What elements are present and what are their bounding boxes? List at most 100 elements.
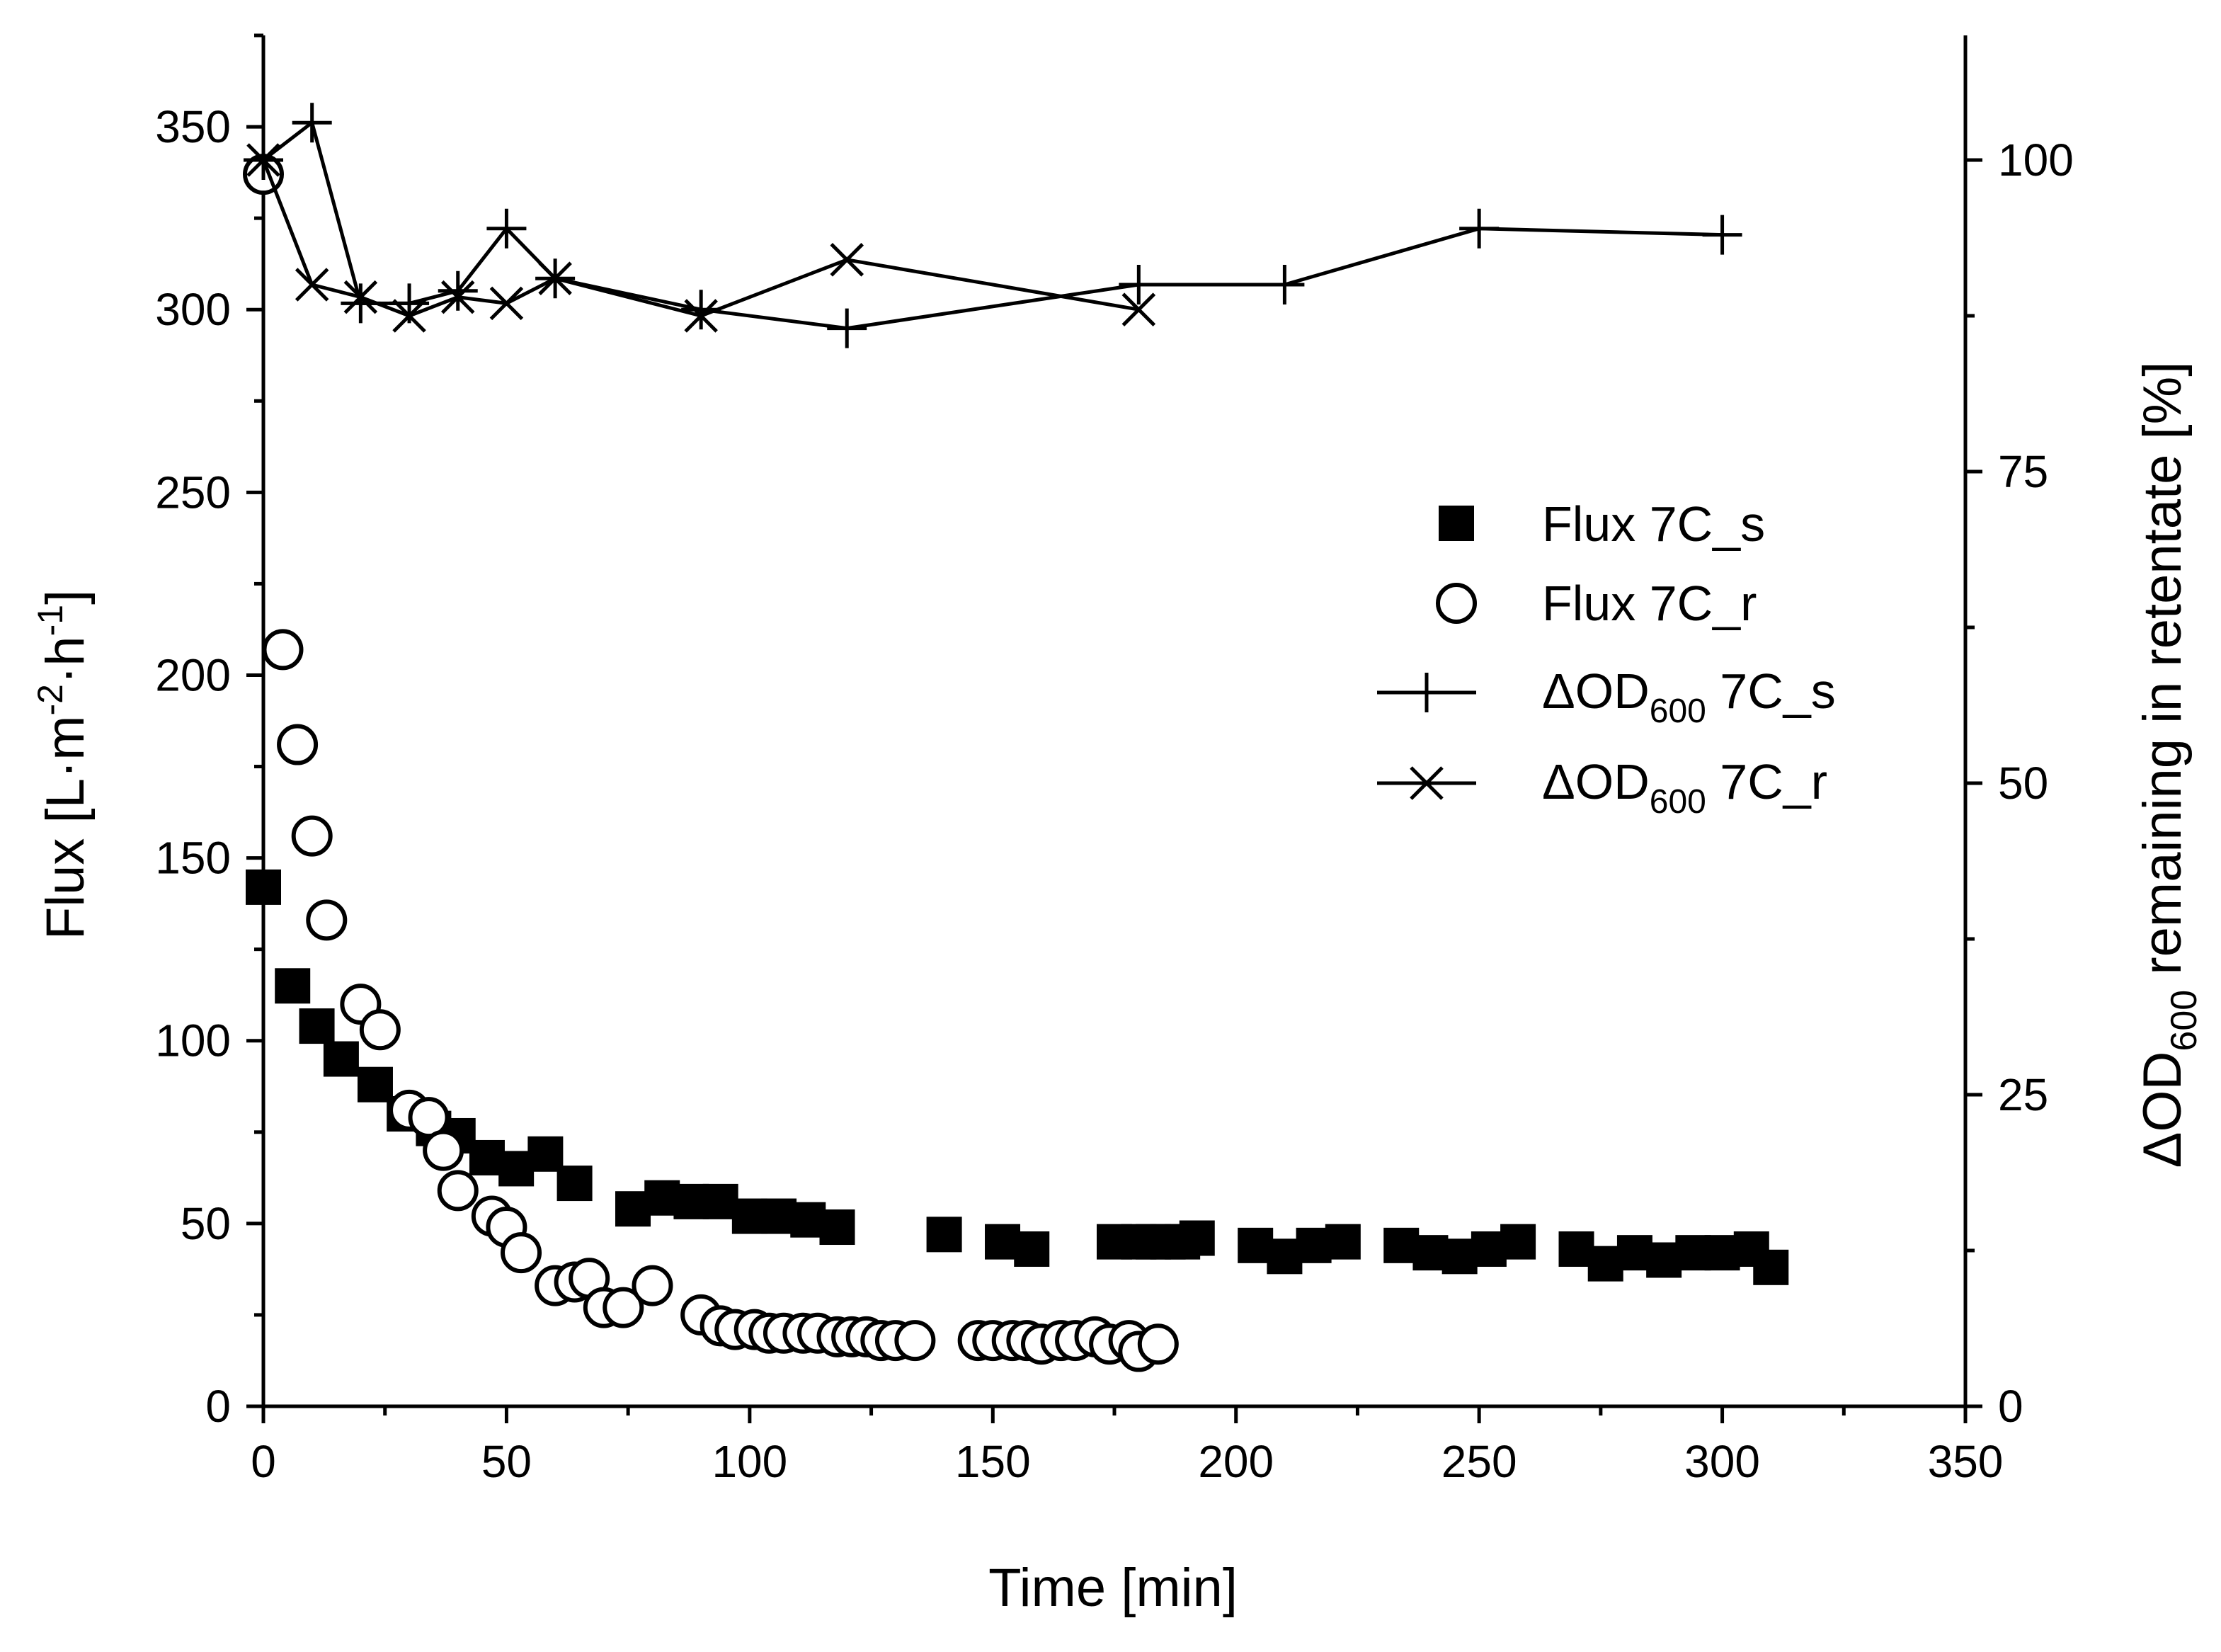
data-point-square xyxy=(1500,1224,1536,1260)
x-tick-label: 100 xyxy=(712,1436,787,1487)
data-point-plus xyxy=(486,208,527,249)
data-point-cross xyxy=(538,261,572,295)
data-point-plus xyxy=(438,270,478,311)
data-point-circle xyxy=(359,1009,401,1051)
y2-axis-title: ΔOD600 remaining in retentate [%] xyxy=(2132,362,2205,1168)
legend-label-od-r-post: 7C_r xyxy=(1706,754,1827,809)
series-od_r xyxy=(246,143,1156,333)
y-axis-title: Flux [L·m-2·h-1] xyxy=(30,590,96,940)
data-point-square xyxy=(1325,1224,1361,1260)
data-point-circle xyxy=(408,1097,450,1139)
data-point-square xyxy=(246,869,281,905)
data-point-circle xyxy=(277,724,319,765)
y-tick-label: 250 xyxy=(155,467,231,518)
data-point-circle xyxy=(437,1170,479,1212)
x-tick-label: 200 xyxy=(1198,1436,1274,1487)
data-point-plus xyxy=(1119,265,1159,304)
data-point-circle xyxy=(603,1287,644,1328)
legend-entry-flux-s: Flux 7C_s xyxy=(1439,496,1765,552)
x-tick-label: 350 xyxy=(1928,1436,2004,1487)
y2-tick-label: 75 xyxy=(1998,446,2048,497)
y2-axis-title-rest: remaining in retentate [%] xyxy=(2132,362,2193,990)
data-point-circle xyxy=(894,1320,936,1362)
data-point-cross xyxy=(343,280,378,314)
data-point-square xyxy=(926,1217,962,1253)
data-point-square xyxy=(299,1008,335,1044)
data-point-plus xyxy=(1702,215,1742,255)
data-point-square xyxy=(819,1209,855,1246)
x-tick-label: 300 xyxy=(1684,1436,1760,1487)
y-tick-label: 0 xyxy=(205,1381,231,1432)
data-point-circle xyxy=(262,629,304,671)
y-axis-title-sup2: -1 xyxy=(30,605,70,636)
data-point-square xyxy=(556,1166,593,1202)
x-tick-label: 150 xyxy=(955,1436,1031,1487)
legend-entry-od-s: ΔOD600 7C_s xyxy=(1377,663,1836,730)
y-tick-label: 200 xyxy=(155,649,231,700)
data-point-plus xyxy=(1459,208,1500,249)
data-point-plus xyxy=(827,308,867,348)
data-point-cross xyxy=(489,286,524,321)
y-axis-title-mid: ·h xyxy=(35,636,96,684)
x-tick-label: 50 xyxy=(481,1436,532,1487)
legend-label-od-s-post: 7C_s xyxy=(1706,663,1836,719)
legend-label-flux-r: Flux 7C_r xyxy=(1542,576,1757,631)
legend-label-flux-s: Flux 7C_s xyxy=(1542,496,1765,552)
data-point-square xyxy=(1014,1231,1050,1268)
y2-tick-label: 25 xyxy=(1998,1069,2048,1120)
y-axis-title-end: ] xyxy=(35,590,96,605)
y2-axis-title-delta: ΔOD xyxy=(2132,1052,2193,1168)
data-point-plus xyxy=(292,103,332,143)
series-line-od_r xyxy=(261,159,1139,318)
y-tick-label: 300 xyxy=(155,284,231,335)
axes-group: 0 50 100 150 200 250 300 3500501001502002503003… xyxy=(155,33,2074,1487)
data-point-cross xyxy=(830,243,864,277)
data-point-circle xyxy=(423,1129,464,1171)
y2-tick-label: 100 xyxy=(1998,135,2074,186)
y2-tick-label: 50 xyxy=(1998,758,2048,809)
data-point-cross xyxy=(246,143,280,177)
data-point-square xyxy=(1179,1220,1215,1256)
data-point-circle xyxy=(306,899,348,941)
data-point-cross xyxy=(295,268,329,302)
data-point-circle xyxy=(291,815,333,857)
y-tick-label: 50 xyxy=(181,1198,231,1249)
data-point-cross xyxy=(1121,292,1156,326)
data-point-plus xyxy=(1264,265,1305,304)
y-tick-label: 150 xyxy=(155,833,231,884)
legend-marker-cross xyxy=(1410,766,1444,800)
y-axis-title-sup1: -2 xyxy=(30,684,70,715)
legend-label-od-r-pre: ΔOD xyxy=(1542,754,1650,809)
x-axis-title: Time [min] xyxy=(988,1558,1238,1618)
x-tick-label: 0 xyxy=(251,1436,276,1487)
legend-label-od-s: ΔOD600 7C_s xyxy=(1542,663,1836,730)
y-axis-title-main: Flux [L·m xyxy=(35,715,96,940)
y2-axis-title-sub: 600 xyxy=(2164,990,2205,1052)
x-tick-label: 250 xyxy=(1441,1436,1517,1487)
data-point-cross xyxy=(392,299,426,333)
series-flux_r xyxy=(243,154,1179,1372)
data-point-square xyxy=(1753,1249,1789,1285)
legend-label-od-r: ΔOD600 7C_r xyxy=(1542,754,1827,821)
legend-entry-od-r: ΔOD600 7C_r xyxy=(1377,754,1827,821)
legend-label-od-r-sub: 600 xyxy=(1650,783,1706,821)
data-point-circle xyxy=(1137,1323,1179,1365)
legend-label-od-s-pre: ΔOD xyxy=(1542,663,1650,719)
y-tick-label: 100 xyxy=(155,1015,231,1066)
data-point-circle xyxy=(501,1232,542,1274)
legend-marker-filled-square xyxy=(1439,506,1474,541)
data-point-cross xyxy=(684,299,718,333)
y-tick-label: 350 xyxy=(155,101,231,152)
y2-tick-label: 0 xyxy=(1998,1381,2023,1432)
legend-marker-plus xyxy=(1407,673,1446,712)
data-point-circle xyxy=(632,1265,673,1306)
data-point-square xyxy=(275,968,311,1004)
legend-entry-flux-r: Flux 7C_r xyxy=(1436,576,1757,631)
data-point-cross xyxy=(440,280,475,314)
legend-label-od-s-sub: 600 xyxy=(1650,693,1706,730)
series-group xyxy=(243,103,1789,1372)
legend: Flux 7C_s Flux 7C_r ΔOD600 7C_s ΔOD600 7… xyxy=(1377,496,1836,821)
